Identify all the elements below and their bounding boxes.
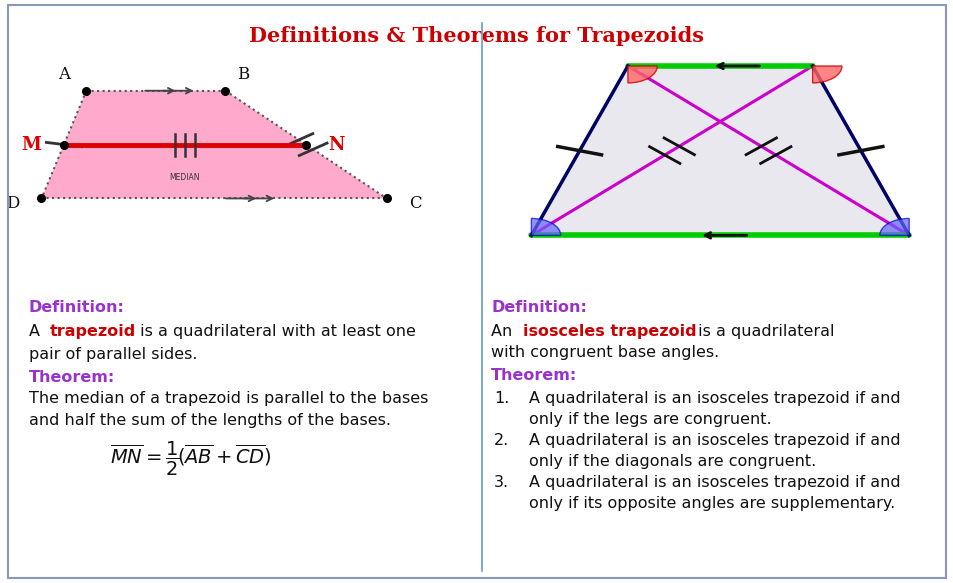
Text: Theorem:: Theorem: bbox=[491, 368, 577, 384]
Text: 2.: 2. bbox=[494, 433, 509, 448]
Text: Definition:: Definition: bbox=[491, 300, 586, 315]
Wedge shape bbox=[812, 66, 841, 83]
Text: only if the diagonals are congruent.: only if the diagonals are congruent. bbox=[529, 454, 816, 469]
Text: trapezoid: trapezoid bbox=[50, 324, 135, 339]
Text: and half the sum of the lengths of the bases.: and half the sum of the lengths of the b… bbox=[29, 413, 390, 428]
Text: A quadrilateral is an isosceles trapezoid if and: A quadrilateral is an isosceles trapezoi… bbox=[529, 433, 901, 448]
Text: $\mathit{\overline{MN}} = \dfrac{1}{2}\!\left(\mathit{\overline{AB}}+\mathit{\ov: $\mathit{\overline{MN}} = \dfrac{1}{2}\!… bbox=[110, 440, 272, 478]
Text: A: A bbox=[29, 324, 45, 339]
Text: D: D bbox=[6, 195, 19, 212]
Text: A: A bbox=[58, 66, 70, 83]
Polygon shape bbox=[42, 91, 386, 198]
Wedge shape bbox=[627, 66, 657, 83]
Text: with congruent base angles.: with congruent base angles. bbox=[491, 345, 719, 360]
Text: M: M bbox=[22, 136, 42, 153]
Text: A quadrilateral is an isosceles trapezoid if and: A quadrilateral is an isosceles trapezoi… bbox=[529, 391, 901, 406]
Text: An: An bbox=[491, 324, 517, 339]
Text: B: B bbox=[237, 66, 249, 83]
Text: N: N bbox=[328, 136, 345, 153]
Text: 3.: 3. bbox=[494, 475, 509, 490]
Text: 1.: 1. bbox=[494, 391, 509, 406]
Text: only if the legs are congruent.: only if the legs are congruent. bbox=[529, 412, 771, 427]
Text: isosceles trapezoid: isosceles trapezoid bbox=[522, 324, 696, 339]
Text: MEDIAN: MEDIAN bbox=[170, 173, 200, 182]
Text: is a quadrilateral: is a quadrilateral bbox=[692, 324, 833, 339]
Wedge shape bbox=[531, 219, 560, 236]
Text: only if its opposite angles are supplementary.: only if its opposite angles are suppleme… bbox=[529, 496, 895, 511]
Text: Definition:: Definition: bbox=[29, 300, 124, 315]
Wedge shape bbox=[879, 219, 908, 236]
Text: pair of parallel sides.: pair of parallel sides. bbox=[29, 347, 197, 362]
Polygon shape bbox=[531, 66, 908, 236]
Text: A quadrilateral is an isosceles trapezoid if and: A quadrilateral is an isosceles trapezoi… bbox=[529, 475, 901, 490]
Text: Definitions & Theorems for Trapezoids: Definitions & Theorems for Trapezoids bbox=[250, 26, 703, 46]
Text: The median of a trapezoid is parallel to the bases: The median of a trapezoid is parallel to… bbox=[29, 391, 428, 406]
Text: C: C bbox=[409, 195, 421, 212]
Text: is a quadrilateral with at least one: is a quadrilateral with at least one bbox=[135, 324, 416, 339]
Text: Theorem:: Theorem: bbox=[29, 370, 114, 385]
